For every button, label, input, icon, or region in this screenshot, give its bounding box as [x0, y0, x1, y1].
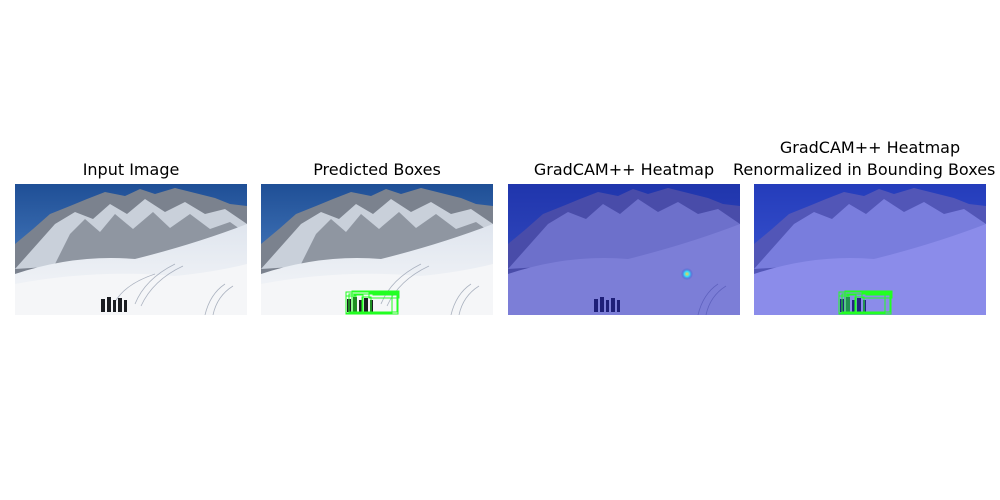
- mountain-scene: [15, 184, 247, 315]
- panel-title-renorm-line2: Renormalized in Bounding Boxes: [733, 160, 996, 179]
- renormalized-heatmap-image: [754, 184, 986, 315]
- prediction-box-group: [345, 290, 400, 315]
- panel-title-predicted: Predicted Boxes: [313, 160, 441, 179]
- panel-title-renorm-line1: GradCAM++ Heatmap: [779, 138, 961, 157]
- mountain-scene-heatmap: [508, 184, 740, 315]
- input-image: [15, 184, 247, 315]
- mountain-scene-renormalized: [754, 184, 986, 315]
- gradcam-heatmap-image: [508, 184, 740, 315]
- mountain-scene-boxes: [261, 184, 493, 315]
- heatmap-hotspot: [681, 268, 693, 280]
- renorm-box-group: [838, 290, 893, 315]
- predicted-boxes-image: [261, 184, 493, 315]
- panel-title-input: Input Image: [82, 160, 180, 179]
- panel-title-gradcam: GradCAM++ Heatmap: [533, 160, 715, 179]
